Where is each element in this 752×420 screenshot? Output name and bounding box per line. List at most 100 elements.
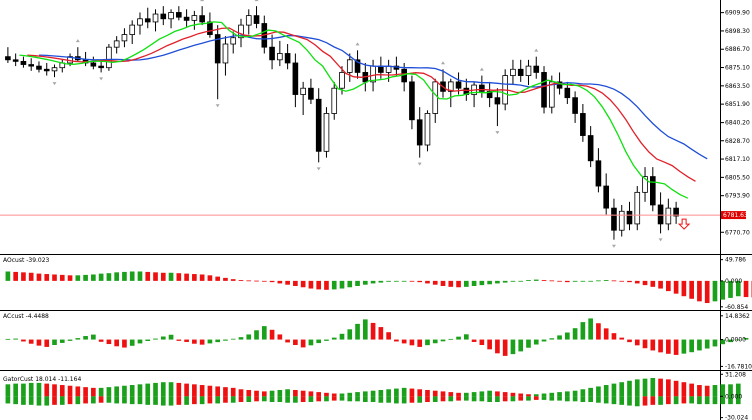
candle-body[interactable] [642,176,648,193]
histogram-bar [463,280,469,287]
histogram-bar [510,280,516,282]
candle-body[interactable] [12,59,19,62]
jaw-line [38,34,708,160]
candle-body[interactable] [517,68,524,76]
candle-body[interactable] [564,87,571,99]
candle-body[interactable] [673,207,679,217]
candle-body[interactable] [207,21,213,35]
candle-body[interactable] [541,72,547,108]
candle-body[interactable] [113,40,120,48]
candle-body[interactable] [409,81,415,121]
candle-body[interactable] [176,12,182,18]
histogram-bar [246,334,252,340]
candle-body[interactable] [308,87,314,100]
candle-body[interactable] [137,18,143,26]
candle-body[interactable] [378,65,384,73]
candle-body[interactable] [447,81,454,92]
candle-body[interactable] [572,97,578,114]
candle-body[interactable] [649,176,656,206]
ac-panel[interactable]: ACcust -4.4488 14.8362 0.0000 -16.7810 [3,313,752,371]
candle-body[interactable] [36,65,42,70]
candle-body[interactable] [323,113,330,152]
gator-tick-label: -30.024 [725,415,748,420]
histogram-bar [83,336,88,340]
candle-body[interactable] [98,65,104,69]
candle-body[interactable] [90,62,97,67]
candle-body[interactable] [121,34,128,42]
candle-body[interactable] [603,185,609,209]
candle-body[interactable] [43,68,50,72]
candle-body[interactable] [51,67,58,72]
histogram-bar [137,271,143,281]
candlesticks[interactable] [5,6,679,240]
candle-body[interactable] [277,53,283,61]
candle-body[interactable] [479,84,485,92]
candle-body[interactable] [455,81,462,89]
candle-body[interactable] [292,62,299,95]
candle-body[interactable] [548,81,555,108]
candle-body[interactable] [626,210,633,225]
candle-body[interactable] [595,160,602,187]
candle-body[interactable] [129,24,136,35]
candle-body[interactable] [416,119,423,146]
candle-body[interactable] [191,15,198,21]
candle-body[interactable] [315,98,322,152]
candle-body[interactable] [385,65,392,73]
candle-body[interactable] [657,204,664,225]
candle-body[interactable] [222,43,229,64]
ac-tick-label: -16.7810 [725,363,752,370]
histogram-bar [627,380,632,397]
candle-body[interactable] [214,34,221,64]
candle-body[interactable] [168,12,174,20]
candle-body[interactable] [587,135,594,162]
candle-body[interactable] [269,46,275,61]
histogram-bar [611,383,617,397]
candle-body[interactable] [494,97,501,105]
candle-body[interactable] [152,13,159,23]
candle-body[interactable] [354,59,361,73]
histogram-bar [619,396,625,405]
candle-body[interactable] [253,15,260,24]
candle-body[interactable] [20,60,27,65]
histogram-bar [261,391,267,397]
candle-body[interactable] [160,13,167,20]
candle-body[interactable] [525,65,532,76]
candle-body[interactable] [618,210,625,231]
price-panel[interactable]: 6909.90 6898.30 6886.70 6875.10 6863.50 6851.… [0,0,750,248]
candle-body[interactable] [300,87,306,95]
candle-body[interactable] [199,15,205,23]
gator-panel[interactable]: GatorCust 18.014 -11.164 31.208 0.000 -30.… [3,371,748,420]
candle-body[interactable] [245,15,252,26]
histogram-bar [580,396,586,403]
candle-body[interactable] [5,56,11,61]
histogram-bar [52,274,57,281]
candle-body[interactable] [424,113,431,146]
candle-body[interactable] [331,87,338,114]
candle-body[interactable] [28,64,35,67]
histogram-bar [448,338,454,340]
candle-body[interactable] [106,46,112,69]
histogram-bar [619,382,625,397]
candle-body[interactable] [230,37,237,45]
histogram-bar [75,275,81,281]
candle-body[interactable] [533,65,540,73]
candle-body[interactable] [144,18,151,23]
candle-body[interactable] [580,113,586,136]
candle-body[interactable] [284,53,291,64]
candle-body[interactable] [634,191,641,225]
candle-body[interactable] [611,207,617,231]
candle-body[interactable] [370,65,376,83]
candle-body[interactable] [183,16,190,21]
candle-body[interactable] [238,24,244,39]
candle-body[interactable] [432,81,439,114]
ao-tick-label: 49.786 [725,257,746,264]
candle-body[interactable] [556,81,563,89]
fractal-arrow-icon [417,162,422,166]
candle-body[interactable] [346,59,353,73]
candle-body[interactable] [339,72,345,89]
candle-body[interactable] [486,90,493,99]
ao-panel[interactable]: AOcust -39.023 49.786 0.000 -60.854 [3,257,752,311]
candle-body[interactable] [665,207,672,225]
candle-body[interactable] [510,68,516,76]
